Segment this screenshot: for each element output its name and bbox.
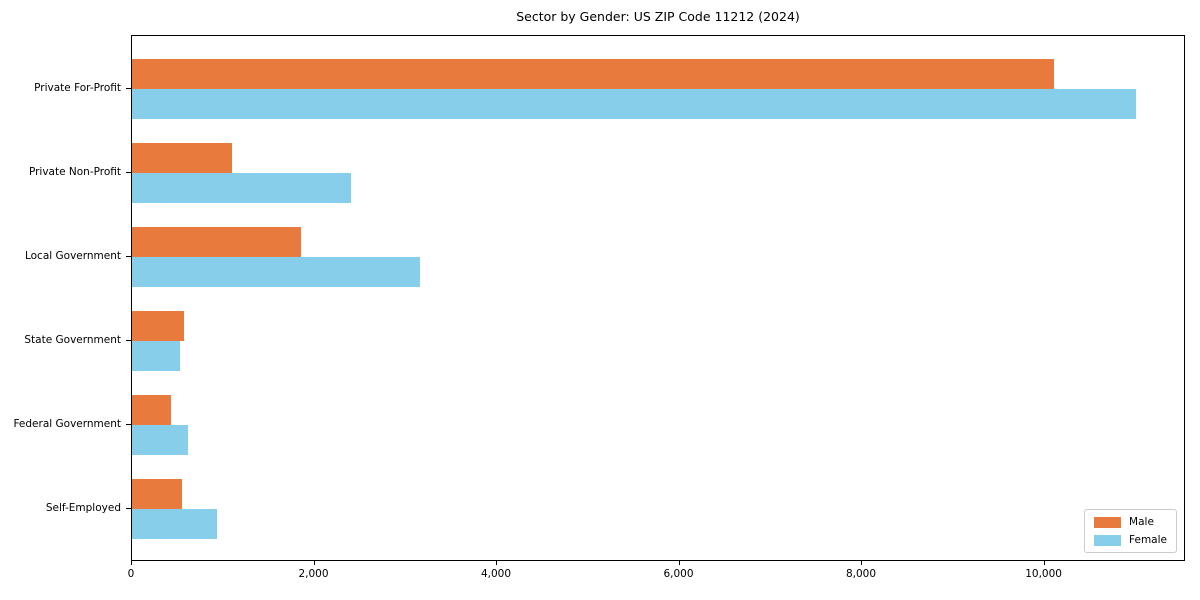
bar-female-3: [132, 341, 181, 371]
x-axis-tick-label: 2,000: [298, 568, 329, 580]
x-axis-tick-label: 8,000: [845, 568, 877, 580]
y-axis-tick-mark: [126, 424, 131, 426]
y-axis-tick-mark: [126, 340, 131, 342]
x-axis-tick-mark: [496, 560, 498, 565]
bar-female-2: [132, 257, 420, 287]
plot-area: Male Female: [131, 35, 1185, 561]
x-axis-tick-mark: [678, 560, 680, 565]
y-axis-tick-label: State Government: [24, 334, 121, 346]
bar-male-0: [132, 59, 1054, 89]
legend-label-male: Male: [1129, 516, 1154, 528]
y-axis-tick-label: Self-Employed: [45, 502, 121, 514]
y-axis-tick-mark: [126, 256, 131, 258]
legend-item-female: Female: [1094, 534, 1167, 546]
y-axis-tick-label: Private Non-Profit: [28, 166, 121, 178]
bar-female-5: [132, 509, 217, 539]
chart-title: Sector by Gender: US ZIP Code 11212 (202…: [516, 9, 800, 24]
x-axis-tick-label: 0: [127, 568, 135, 580]
x-axis-tick-label: 6,000: [663, 568, 694, 580]
bar-male-4: [132, 395, 172, 425]
bar-male-3: [132, 311, 184, 341]
x-axis-tick-label: 4,000: [480, 568, 512, 580]
x-axis-tick-mark: [1043, 560, 1045, 565]
bar-female-0: [132, 89, 1136, 119]
legend: Male Female: [1084, 509, 1177, 553]
bar-male-5: [132, 479, 183, 509]
bar-male-1: [132, 143, 232, 173]
y-axis-tick-label: Local Government: [24, 250, 121, 262]
male-color-swatch: [1094, 516, 1122, 528]
bar-female-4: [132, 425, 188, 455]
x-axis-tick-mark: [861, 560, 863, 565]
x-axis-tick-mark: [131, 560, 133, 565]
bar-female-1: [132, 173, 351, 203]
x-axis-tick-mark: [313, 560, 315, 565]
y-axis-tick-mark: [126, 88, 131, 90]
y-axis-tick-label: Private For-Profit: [34, 82, 121, 94]
female-color-swatch: [1094, 534, 1122, 546]
bar-male-2: [132, 227, 301, 257]
y-axis-tick-mark: [126, 508, 131, 510]
y-axis-tick-mark: [126, 172, 131, 174]
legend-item-male: Male: [1094, 516, 1167, 528]
y-axis-tick-label: Federal Government: [13, 418, 121, 430]
legend-label-female: Female: [1129, 534, 1167, 546]
x-axis-tick-label: 10,000: [1025, 568, 1062, 580]
